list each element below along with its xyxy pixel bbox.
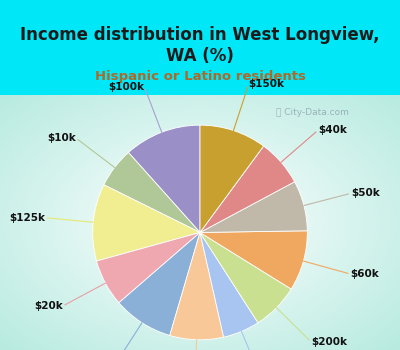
Text: $50k: $50k (351, 188, 380, 198)
Text: Hispanic or Latino residents: Hispanic or Latino residents (94, 70, 306, 83)
Wedge shape (200, 232, 291, 323)
Text: $10k: $10k (47, 133, 76, 143)
Wedge shape (119, 232, 200, 335)
Text: $40k: $40k (318, 125, 347, 135)
Wedge shape (200, 231, 307, 289)
Text: Income distribution in West Longview,
WA (%): Income distribution in West Longview, WA… (20, 27, 380, 65)
Wedge shape (104, 153, 200, 232)
Text: $20k: $20k (34, 301, 63, 311)
Text: $150k: $150k (249, 79, 285, 89)
Wedge shape (200, 146, 294, 232)
Wedge shape (200, 182, 307, 232)
Wedge shape (93, 185, 200, 261)
Text: ⓘ City-Data.com: ⓘ City-Data.com (276, 108, 348, 117)
Wedge shape (96, 232, 200, 303)
Wedge shape (200, 232, 258, 337)
Text: $200k: $200k (311, 337, 347, 347)
Text: $125k: $125k (9, 213, 45, 223)
Text: $60k: $60k (350, 269, 379, 279)
Text: $100k: $100k (108, 82, 144, 92)
Wedge shape (200, 125, 264, 232)
Wedge shape (170, 232, 224, 340)
Wedge shape (128, 125, 200, 232)
